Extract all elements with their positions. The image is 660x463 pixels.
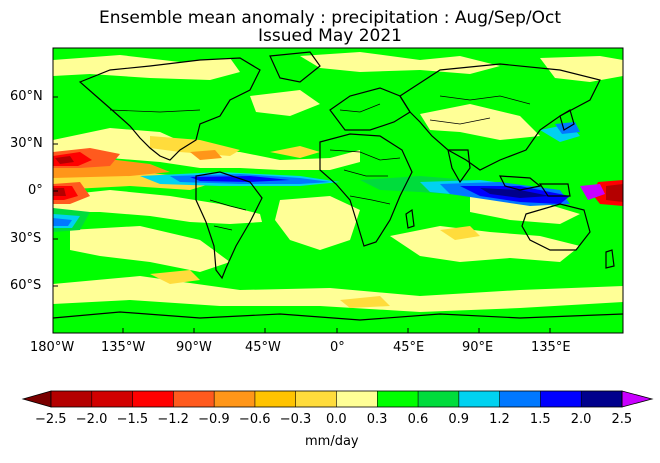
colorbar-tick-label: −0.9 (198, 412, 230, 427)
chart-subtitle: Issued May 2021 (258, 26, 402, 46)
field-extreme-positive (480, 188, 550, 198)
lon-label-90e: 90°E (462, 340, 494, 355)
colorbar-segment (91, 391, 134, 407)
colorbar-segment (254, 391, 297, 407)
lon-label-180w: 180°W (30, 340, 75, 355)
colorbar-segment (458, 391, 501, 407)
lat-label-60n: 60°N (10, 89, 43, 104)
colorbar-tick-label: 0.3 (366, 412, 388, 427)
colorbar-segment (51, 391, 93, 407)
colorbar-segment (295, 391, 337, 407)
axis-ticks (53, 96, 551, 333)
colorbar-segment (173, 391, 215, 407)
colorbar-tick-label: 0.9 (448, 412, 470, 427)
lat-label-30n: 30°N (10, 136, 43, 151)
colorbar-segment (336, 391, 378, 407)
lon-label-0: 0° (330, 340, 345, 355)
colorbar-tick-label: −0.3 (279, 412, 312, 427)
lat-label-equator: 0° (28, 183, 43, 198)
coastlines (53, 51, 623, 321)
colorbar-frame (50, 390, 623, 408)
lon-label-135e: 135°E (531, 340, 571, 355)
colorbar-tick-label: 2.5 (611, 412, 633, 427)
colorbar-tick-label: 0.6 (407, 412, 429, 427)
lon-label-90w: 90°W (176, 340, 212, 355)
colorbar-tick-label: 1.2 (489, 412, 510, 427)
country-borders (109, 95, 531, 231)
field-extreme-negative (53, 156, 623, 202)
colorbar-unit-label: mm/day (305, 434, 359, 449)
colorbar-segment (581, 391, 623, 407)
lon-label-45e: 45°E (393, 340, 425, 355)
colorbar-segment (540, 391, 582, 407)
colorbar-tick-label: −2.5 (35, 412, 67, 427)
colorbar-tick-label: −1.2 (157, 412, 189, 427)
colorbar-tick-label: 0.0 (326, 412, 347, 427)
colorbar-segments (51, 391, 623, 407)
lon-label-135w: 135°W (101, 340, 146, 355)
precipitation-field (53, 48, 623, 333)
colorbar-low-extend (21, 390, 52, 408)
colorbar-segment (418, 391, 460, 407)
colorbar-tick-label: 1.5 (529, 412, 551, 427)
lat-label-60s: 60°S (10, 278, 42, 293)
lat-label-30s: 30°S (10, 231, 42, 246)
colorbar-tick-label: −2.0 (75, 412, 108, 427)
colorbar-tick-label: −0.6 (238, 412, 271, 427)
colorbar-tick-label: 2.0 (570, 412, 592, 427)
colorbar-segment (132, 391, 174, 407)
colorbar-segment (377, 391, 419, 407)
colorbar-segment (214, 391, 256, 407)
colorbar-high-extend (621, 390, 654, 408)
colorbar-tick-label: −1.5 (116, 412, 149, 427)
field-max-positive (580, 184, 605, 200)
field-near-zero-negative (53, 52, 623, 312)
lon-label-45w: 45°W (245, 340, 281, 355)
chart-title: Ensemble mean anomaly : precipitation : … (99, 8, 561, 28)
colorbar-segment (499, 391, 541, 407)
colorbar (21, 390, 654, 408)
